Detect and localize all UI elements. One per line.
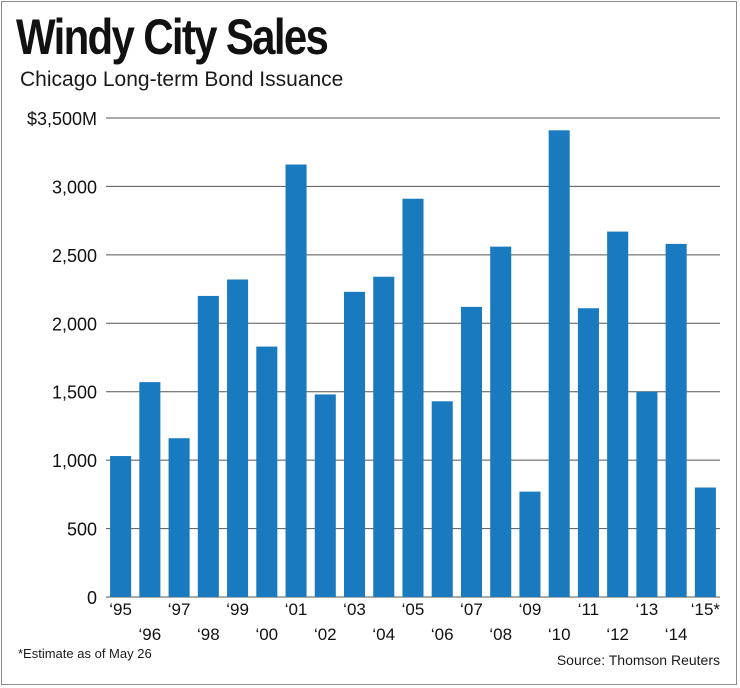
bar <box>197 295 219 597</box>
x-tick-label: ‘13 <box>636 600 659 619</box>
y-tick-label: 3,000 <box>52 177 97 197</box>
bar <box>343 291 366 597</box>
y-tick-label: 500 <box>67 520 97 540</box>
x-tick-label: ‘09 <box>519 600 542 619</box>
bars <box>110 130 716 597</box>
x-tick-label: ‘97 <box>168 600 191 619</box>
bar <box>607 231 629 597</box>
bar <box>694 487 716 597</box>
bar <box>110 456 132 597</box>
y-tick-label: $3,500M <box>27 109 97 129</box>
bar <box>548 130 570 597</box>
source-note: Source: Thomson Reuters <box>556 652 720 668</box>
bar <box>285 164 307 597</box>
y-tick-label: 0 <box>87 588 97 608</box>
bar <box>227 279 249 597</box>
footnote: *Estimate as of May 26 <box>18 646 152 661</box>
x-tick-label: ‘00 <box>255 625 278 644</box>
x-tick-label: ‘07 <box>460 600 483 619</box>
x-tick-label: ‘06 <box>431 625 454 644</box>
x-tick-label: ‘10 <box>548 625 571 644</box>
bar <box>519 491 541 597</box>
x-tick-label: ‘08 <box>489 625 512 644</box>
x-tick-label: ‘04 <box>372 625 395 644</box>
x-tick-label: ‘01 <box>285 600 308 619</box>
bar <box>139 382 161 597</box>
x-tick-labels: ‘95 ‘96 ‘97 ‘98 ‘99 ‘00 ‘01 ‘02 ‘03 ‘04 ‘05 ‘06 ‘07 ‘… <box>109 600 720 644</box>
x-tick-label: ‘12 <box>606 625 629 644</box>
x-tick-label: ‘95 <box>109 600 132 619</box>
chart-title: Windy City Sales <box>16 9 329 65</box>
bar <box>431 401 453 597</box>
bar <box>460 306 483 597</box>
x-tick-label: ‘96 <box>139 625 162 644</box>
x-tick-label: ‘14 <box>665 625 688 644</box>
bar <box>314 394 336 597</box>
y-tick-label: 2,500 <box>52 246 97 266</box>
bar <box>490 246 512 597</box>
bar <box>402 198 424 597</box>
x-tick-label: ‘03 <box>343 600 366 619</box>
bar <box>577 308 599 597</box>
bar <box>665 243 687 597</box>
y-tick-label: 1,000 <box>52 451 97 471</box>
y-tick-label: 2,000 <box>52 314 97 334</box>
bar <box>373 276 395 597</box>
bar <box>636 391 658 597</box>
x-tick-label: ‘11 <box>578 600 599 619</box>
x-tick-label: ‘05 <box>402 600 425 619</box>
y-tick-label: 1,500 <box>52 383 97 403</box>
x-tick-label: ‘02 <box>314 625 337 644</box>
bar <box>168 438 190 597</box>
x-tick-label: ‘98 <box>197 625 220 644</box>
y-tick-labels: 0 500 1,000 1,500 2,000 2,500 3,000 $3,500M <box>27 109 97 608</box>
x-tick-label: ‘15* <box>691 600 721 619</box>
x-tick-label: ‘99 <box>226 600 249 619</box>
bar <box>256 346 278 597</box>
chart-subtitle: Chicago Long-term Bond Issuance <box>20 68 344 91</box>
